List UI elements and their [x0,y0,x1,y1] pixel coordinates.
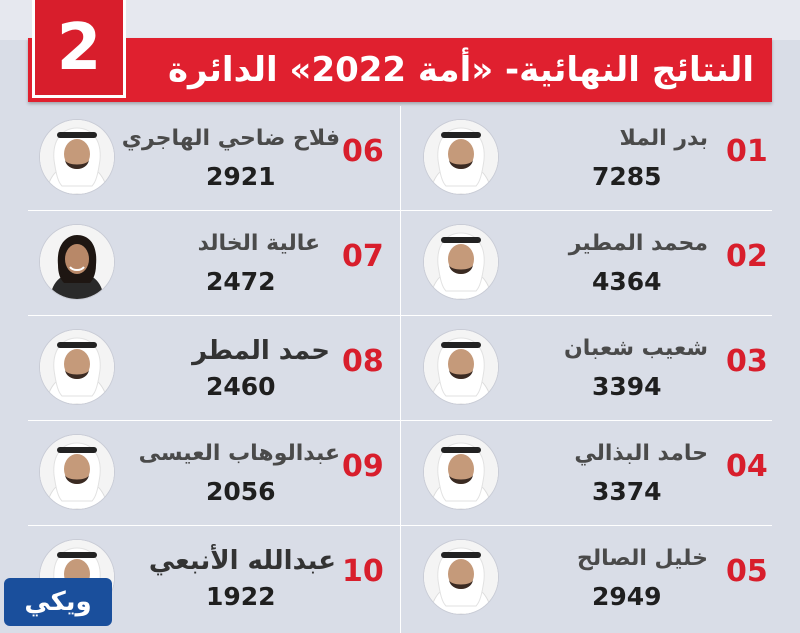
candidate-name: عبدالله الأنبعي [148,546,336,576]
candidate-name: بدر الملا [619,126,708,151]
results-title: النتائج النهائية- «أمة 2022» الدائرة [167,50,754,90]
man-ghutra-portrait-icon [424,435,498,509]
candidate-rank: 09 [342,449,384,484]
candidate-votes: 2472 [206,267,276,296]
candidate-name: فلاح ضاحي الهاجري [121,126,340,151]
candidate-rank: 03 [726,344,768,379]
candidate-name: حمد المطر [192,336,330,366]
woman-portrait-icon [40,225,114,299]
candidate-rank: 05 [726,554,768,589]
candidate-votes: 2056 [206,477,276,506]
candidate-votes: 3394 [592,372,662,401]
candidate-card: 09 عبدالوهاب العيسى 2056 [28,421,400,525]
candidate-rank: 10 [342,554,384,589]
man-ghutra-portrait-icon [424,330,498,404]
candidate-rank: 07 [342,239,384,274]
candidate-card: 03 شعيب شعبان 3394 [400,316,772,420]
candidate-rank: 01 [726,134,768,169]
candidate-name: خليل الصالح [577,546,708,571]
candidate-card: 05 خليل الصالح 2949 [400,526,772,630]
header-bar: النتائج النهائية- «أمة 2022» الدائرة [28,38,772,102]
candidate-card: 02 محمد المطير 4364 [400,211,772,315]
man-ghutra-portrait-icon [40,330,114,404]
candidate-votes: 4364 [592,267,662,296]
district-number: 2 [56,10,102,85]
man-ghutra-portrait-icon [424,120,498,194]
man-ghutra-portrait-icon [424,225,498,299]
candidate-rank: 04 [726,449,768,484]
candidate-rank: 02 [726,239,768,274]
candidate-rank: 08 [342,344,384,379]
candidate-votes: 1922 [206,582,276,611]
row-divider [28,315,772,316]
site-logo: ويكي [4,578,112,626]
man-ghutra-portrait-icon [40,120,114,194]
results-grid: 01 بدر الملا 7285 02 محمد المطير 4364 03… [28,106,772,633]
candidate-card: 07 عالية الخالد 2472 [28,211,400,315]
logo-text: ويكي [24,587,92,617]
candidate-name: شعيب شعبان [563,336,708,361]
column-divider [400,106,401,633]
row-divider [28,210,772,211]
candidate-name: حامد البذالي [574,441,708,466]
candidate-name: محمد المطير [568,231,708,256]
row-divider [28,525,772,526]
candidate-votes: 2949 [592,582,662,611]
candidate-card: 04 حامد البذالي 3374 [400,421,772,525]
candidate-rank: 06 [342,134,384,169]
man-ghutra-portrait-icon [40,435,114,509]
candidate-card: 06 فلاح ضاحي الهاجري 2921 [28,106,400,210]
top-strip [0,0,800,40]
candidate-votes: 2460 [206,372,276,401]
candidate-name: عالية الخالد [197,231,320,256]
row-divider [28,420,772,421]
candidate-votes: 3374 [592,477,662,506]
candidate-card: 01 بدر الملا 7285 [400,106,772,210]
man-ghutra-portrait-icon [424,540,498,614]
candidate-votes: 2921 [206,162,276,191]
district-badge: 2 [32,0,126,98]
candidate-card: 08 حمد المطر 2460 [28,316,400,420]
candidate-name: عبدالوهاب العيسى [138,441,340,466]
candidate-votes: 7285 [592,162,662,191]
